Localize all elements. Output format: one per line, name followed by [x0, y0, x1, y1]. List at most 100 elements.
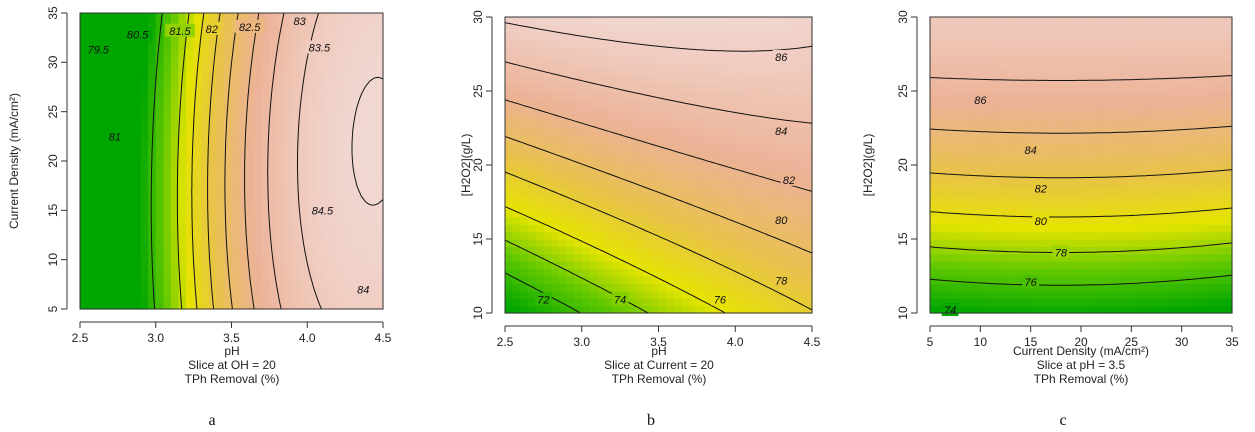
- heat-cell: [178, 101, 187, 110]
- heat-cell: [543, 276, 552, 284]
- heat-cell: [186, 168, 195, 177]
- heat-cell: [535, 76, 544, 85]
- heat-cell: [750, 261, 759, 270]
- heat-cell: [1065, 61, 1075, 70]
- heat-cell: [314, 153, 324, 162]
- heat-cell: [796, 246, 805, 255]
- heat-cell: [696, 113, 706, 122]
- heat-cell: [673, 209, 683, 218]
- heat-cell: [758, 261, 767, 270]
- heat-cell: [322, 124, 331, 132]
- heat-cell: [1050, 224, 1059, 233]
- heat-cell: [269, 153, 278, 162]
- heat-cell: [673, 246, 683, 255]
- heat-cell: [727, 76, 736, 85]
- contour-label-bg: [971, 92, 989, 106]
- heat-cell: [102, 27, 111, 36]
- heat-cell: [643, 46, 652, 55]
- heat-cell: [719, 68, 729, 77]
- heat-cell: [742, 202, 752, 210]
- heat-cell: [937, 157, 946, 166]
- heat-cell: [967, 54, 976, 62]
- heat-cell: [1096, 246, 1105, 255]
- heat-cell: [1126, 231, 1135, 240]
- heat-cell: [1141, 216, 1150, 225]
- heat-cell: [597, 105, 606, 114]
- heat-cell: [1088, 202, 1097, 210]
- heat-cell: [574, 239, 583, 247]
- heat-cell: [520, 39, 529, 48]
- heat-cell: [773, 202, 782, 210]
- contour-label-bg: [1022, 143, 1040, 157]
- heat-cell: [612, 239, 621, 247]
- heat-cell: [788, 305, 798, 314]
- heat-cell: [1096, 31, 1105, 40]
- heat-cell: [689, 31, 698, 40]
- heat-cell: [804, 31, 813, 40]
- heat-cell: [930, 120, 939, 129]
- heat-cell: [1164, 239, 1173, 247]
- heat-cell: [990, 150, 999, 159]
- heat-cell: [1126, 216, 1135, 225]
- heat-cell: [719, 239, 729, 247]
- heat-cell: [1073, 105, 1082, 114]
- heat-cell: [1035, 239, 1044, 247]
- heat-cell: [581, 54, 591, 62]
- heat-cell: [597, 91, 606, 99]
- heat-cell: [216, 146, 225, 155]
- heat-cell: [140, 116, 149, 125]
- heat-cell: [945, 24, 954, 33]
- heat-cell: [681, 76, 690, 85]
- heat-cell: [1103, 24, 1112, 33]
- heat-cell: [110, 175, 119, 184]
- heat-cell: [658, 150, 667, 159]
- heat-cell: [178, 87, 187, 95]
- heat-cell: [1050, 113, 1059, 122]
- heat-cell: [945, 261, 954, 270]
- heat-cell: [322, 64, 331, 73]
- heat-cell: [551, 165, 560, 173]
- heat-cell: [750, 68, 759, 77]
- heat-cell: [558, 46, 568, 55]
- heat-cell: [543, 305, 552, 314]
- heat-cell: [375, 153, 384, 162]
- heat-cell: [589, 105, 598, 114]
- heat-cell: [322, 27, 331, 36]
- heat-cell: [337, 94, 346, 103]
- heat-cell: [87, 183, 96, 192]
- heat-cell: [520, 187, 529, 196]
- heat-cell: [535, 31, 544, 40]
- heat-cell: [155, 264, 164, 273]
- heat-cell: [937, 261, 946, 270]
- heat-cell: [960, 91, 969, 99]
- heat-cell: [125, 153, 134, 162]
- heat-cell: [148, 301, 157, 310]
- heat-cell: [788, 246, 798, 255]
- heat-cell: [643, 276, 652, 284]
- heat-cell: [937, 113, 946, 122]
- heat-cell: [284, 161, 293, 169]
- heat-cell: [1081, 261, 1090, 270]
- heat-cell: [95, 264, 104, 273]
- heat-cell: [307, 242, 316, 251]
- heat-cell: [246, 264, 255, 273]
- heat-cell: [292, 57, 301, 66]
- heat-cell: [284, 220, 293, 229]
- heat-cell: [788, 165, 798, 173]
- heat-cell: [314, 257, 324, 266]
- heat-cell: [982, 46, 991, 55]
- heat-cell: [178, 13, 187, 21]
- heat-cell: [284, 183, 293, 192]
- heat-cell: [1141, 253, 1150, 262]
- heat-cell: [246, 124, 255, 132]
- heat-cell: [117, 264, 127, 273]
- heat-cell: [681, 105, 690, 114]
- heat-cell: [1050, 165, 1059, 173]
- heat-cell: [1118, 239, 1127, 247]
- heat-cell: [750, 76, 759, 85]
- heat-cell: [975, 209, 984, 218]
- heat-cell: [87, 20, 96, 29]
- heat-cell: [1201, 135, 1210, 144]
- heat-cell: [261, 64, 270, 73]
- heat-cell: [967, 298, 976, 307]
